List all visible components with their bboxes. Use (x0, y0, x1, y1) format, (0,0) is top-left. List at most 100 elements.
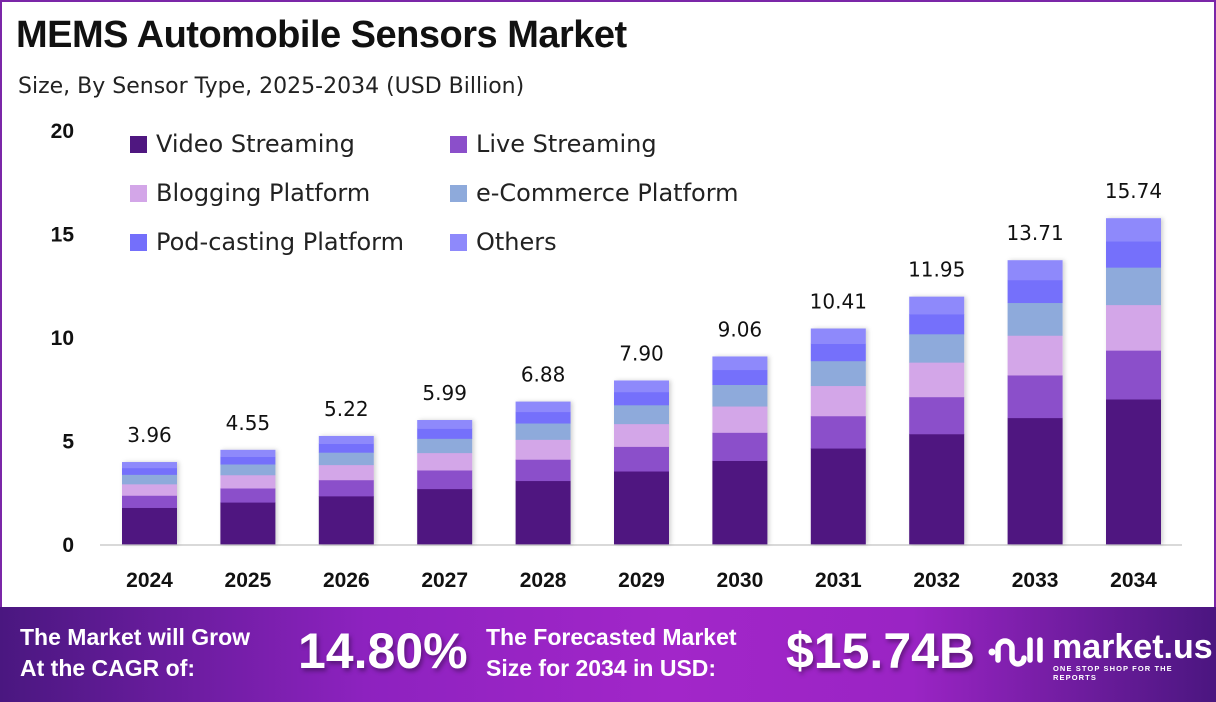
bar-segment-e-commerce-platform (318, 452, 374, 466)
forecast-label-line2: Size for 2034 in USD: (486, 655, 717, 681)
legend-swatch (450, 184, 467, 202)
bars-group: 3.96 4.55 5.22 5.99 6.88 7.90 9.06 10.41 11.95 13… (122, 179, 1162, 545)
bar-stack-2024 (122, 462, 177, 545)
bar-segment-e-commerce-platform (909, 333, 965, 363)
bar-segment-others (417, 420, 473, 429)
bar-stack-2034 (1106, 218, 1161, 545)
legend-item-video-streaming: Video Streaming (130, 130, 355, 158)
bar-segment-live-streaming (1106, 350, 1161, 400)
bar-segment-others (1106, 218, 1161, 242)
bar-segment-pod-casting-platform (614, 391, 669, 406)
x-tick-label: 2024 (126, 569, 173, 592)
bar-segment-blogging-platform (909, 362, 965, 398)
legend-item-pod-casting-platform: Pod-casting Platform (130, 228, 404, 256)
data-label: 7.90 (619, 341, 664, 365)
legend-item-live-streaming: Live Streaming (450, 130, 657, 158)
x-tick-label: 2032 (913, 569, 960, 592)
x-tick-label: 2033 (1012, 569, 1059, 592)
x-tick-label: 2030 (717, 569, 764, 592)
page-title: MEMS Automobile Sensors Market (16, 14, 627, 56)
data-label: 5.22 (324, 397, 369, 421)
bar-segment-live-streaming (909, 396, 965, 435)
legend-item-blogging-platform: Blogging Platform (130, 179, 370, 207)
bar-segment-others (122, 462, 177, 469)
bar-stack-2032 (909, 296, 965, 545)
legend-swatch (130, 233, 147, 251)
bar-segment-video-streaming (122, 507, 177, 545)
legend-swatch (130, 184, 147, 202)
legend-swatch (450, 233, 467, 251)
bar-segment-blogging-platform (614, 423, 669, 447)
bar-segment-blogging-platform (1106, 304, 1161, 351)
bar-segment-blogging-platform (515, 439, 571, 460)
bar-segment-e-commerce-platform (1007, 302, 1063, 336)
x-tick-label: 2025 (225, 569, 272, 592)
bar-segment-e-commerce-platform (712, 384, 768, 407)
bar-segment-blogging-platform (1007, 335, 1063, 376)
logo-wordmark[interactable]: market.us (1052, 628, 1213, 666)
bar-segment-video-streaming (1106, 399, 1161, 545)
y-axis: 0 5 10 15 20 (51, 120, 75, 557)
legend-swatch (130, 135, 147, 153)
bar-segment-others (318, 435, 374, 445)
bar-segment-e-commerce-platform (614, 404, 669, 425)
bar-segment-pod-casting-platform (909, 314, 965, 335)
data-label: 9.06 (718, 317, 763, 341)
bar-segment-e-commerce-platform (810, 360, 866, 387)
bar-segment-video-streaming (909, 433, 965, 545)
bar-stack-2027 (417, 420, 473, 545)
bar-segment-blogging-platform (712, 406, 768, 433)
data-label: 15.74 (1105, 179, 1162, 203)
data-label: 10.41 (810, 290, 867, 314)
legend-swatch (450, 135, 467, 153)
bar-segment-pod-casting-platform (122, 467, 177, 475)
bar-segment-others (909, 296, 965, 315)
bar-stack-2026 (318, 435, 374, 545)
legend-label: e-Commerce Platform (476, 179, 739, 207)
bar-segment-pod-casting-platform (417, 428, 473, 439)
bar-segment-video-streaming (810, 448, 866, 545)
legend-label: Pod-casting Platform (156, 228, 404, 256)
x-tick-label: 2029 (618, 569, 665, 592)
cagr-value: 14.80% (298, 623, 468, 679)
bar-segment-others (220, 449, 276, 458)
bar-segment-others (810, 328, 866, 345)
bar-segment-live-streaming (1007, 375, 1063, 419)
bar-segment-live-streaming (810, 415, 866, 449)
bar-segment-live-streaming (122, 495, 177, 508)
bar-segment-live-streaming (220, 488, 276, 503)
bar-segment-video-streaming (712, 460, 768, 545)
bar-segment-blogging-platform (417, 452, 473, 471)
bar-stack-2025 (220, 449, 276, 545)
legend-item-e-commerce-platform: e-Commerce Platform (450, 179, 739, 207)
bar-segment-blogging-platform (122, 483, 177, 496)
y-tick-label: 10 (51, 327, 74, 350)
forecast-value: $15.74B (786, 623, 976, 679)
bar-segment-live-streaming (417, 470, 473, 490)
bar-segment-blogging-platform (318, 464, 374, 481)
data-label: 13.71 (1006, 221, 1063, 245)
bar-segment-pod-casting-platform (220, 456, 276, 465)
cagr-label-line2: At the CAGR of: (20, 655, 196, 681)
bar-segment-pod-casting-platform (712, 369, 768, 386)
bar-segment-video-streaming (1007, 417, 1063, 545)
market-us-logo-icon (988, 637, 1043, 667)
x-tick-label: 2026 (323, 569, 370, 592)
logo-tagline: ONE STOP SHOP FOR THE REPORTS (1053, 664, 1173, 682)
bar-segment-live-streaming (712, 432, 768, 461)
data-label: 11.95 (908, 258, 965, 282)
bar-segment-blogging-platform (220, 474, 276, 489)
bar-segment-pod-casting-platform (1007, 279, 1063, 304)
data-label: 6.88 (521, 363, 566, 387)
bar-segment-video-streaming (220, 502, 276, 545)
bar-segment-others (515, 401, 571, 413)
data-label: 4.55 (226, 411, 271, 435)
bar-segment-e-commerce-platform (1106, 267, 1161, 306)
bar-segment-others (1007, 260, 1063, 281)
y-tick-label: 20 (51, 120, 74, 143)
bar-segment-video-streaming (515, 480, 571, 545)
legend-label: Blogging Platform (156, 179, 371, 207)
bar-segment-e-commerce-platform (122, 474, 177, 485)
bar-segment-video-streaming (417, 488, 473, 545)
bar-segment-others (614, 380, 669, 393)
